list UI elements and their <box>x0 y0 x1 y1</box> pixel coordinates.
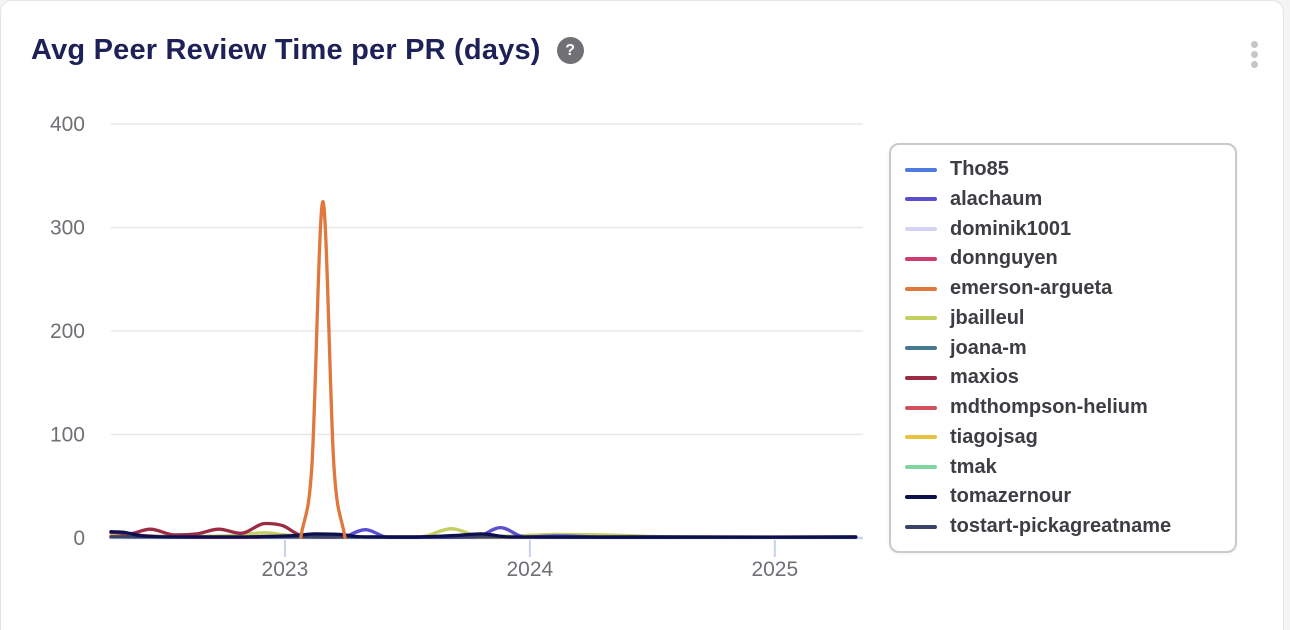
x-tick-label-2024: 2024 <box>507 558 554 581</box>
legend-item-jbailleul[interactable]: jbailleul <box>905 307 1221 330</box>
legend-swatch <box>905 316 937 321</box>
legend-swatch <box>905 286 937 291</box>
legend-label: emerson-argueta <box>950 277 1113 299</box>
legend-swatch <box>905 435 937 440</box>
legend-swatch <box>905 197 937 202</box>
legend-label: tmak <box>950 455 997 478</box>
chart-legend: Tho85 alachaum dominik1001 donnguyen emerson… <box>889 143 1237 553</box>
legend-item-dominik1001[interactable]: dominik1001 <box>905 218 1221 241</box>
y-tick-label-200: 200 <box>50 320 85 343</box>
legend-item-emerson-argueta[interactable]: emerson-argueta <box>905 277 1221 300</box>
legend-label: tostart-pickagreatname <box>950 515 1172 537</box>
legend-swatch <box>905 256 937 261</box>
y-tick-label-100: 100 <box>50 424 85 447</box>
legend-label: tiagojsag <box>950 425 1038 448</box>
legend-label: joana-m <box>950 336 1027 359</box>
chart-title: Avg Peer Review Time per PR (days) <box>31 34 541 66</box>
legend-item-tmak[interactable]: tmak <box>905 456 1221 479</box>
legend-item-Tho85[interactable]: Tho85 <box>905 158 1221 181</box>
legend-item-joana-m[interactable]: joana-m <box>905 337 1221 360</box>
kebab-menu-icon[interactable] <box>1243 32 1265 76</box>
legend-item-alachaum[interactable]: alachaum <box>905 188 1221 211</box>
legend-swatch <box>905 405 937 410</box>
legend-label: donnguyen <box>950 247 1058 270</box>
legend-item-mdthompson-helium[interactable]: mdthompson-helium <box>905 396 1221 419</box>
legend-swatch <box>905 524 937 529</box>
y-tick-label-400: 400 <box>50 113 85 136</box>
legend-label: alachaum <box>950 187 1043 210</box>
legend-item-maxios[interactable]: maxios <box>905 366 1221 389</box>
legend-item-tostart-pickagreatname[interactable]: tostart-pickagreatname <box>905 515 1221 538</box>
legend-swatch <box>905 167 937 172</box>
legend-item-tiagojsag[interactable]: tiagojsag <box>905 426 1221 449</box>
x-tick-label-2023: 2023 <box>262 558 309 581</box>
help-icon[interactable]: ? <box>556 37 584 64</box>
x-tick-label-2025: 2025 <box>751 558 798 581</box>
y-tick-label-0: 0 <box>73 527 85 550</box>
y-tick-label-300: 300 <box>50 217 85 240</box>
card-header: Avg Peer Review Time per PR (days) ? <box>31 34 584 67</box>
legend-label: mdthompson-helium <box>950 396 1148 418</box>
legend-label: Tho85 <box>950 158 1009 180</box>
legend-swatch <box>905 346 937 350</box>
legend-label: tomazernour <box>950 485 1072 508</box>
legend-item-tomazernour[interactable]: tomazernour <box>905 485 1221 508</box>
legend-swatch <box>905 375 937 380</box>
legend-label: dominik1001 <box>950 217 1072 240</box>
legend-item-donnguyen[interactable]: donnguyen <box>905 247 1221 270</box>
legend-label: maxios <box>950 366 1019 389</box>
legend-label: jbailleul <box>950 306 1025 329</box>
legend-swatch <box>905 227 937 231</box>
legend-swatch <box>905 494 937 499</box>
series-line-emerson-argueta <box>299 199 347 540</box>
legend-swatch <box>905 465 937 469</box>
series-line-tomazernour <box>109 530 858 539</box>
